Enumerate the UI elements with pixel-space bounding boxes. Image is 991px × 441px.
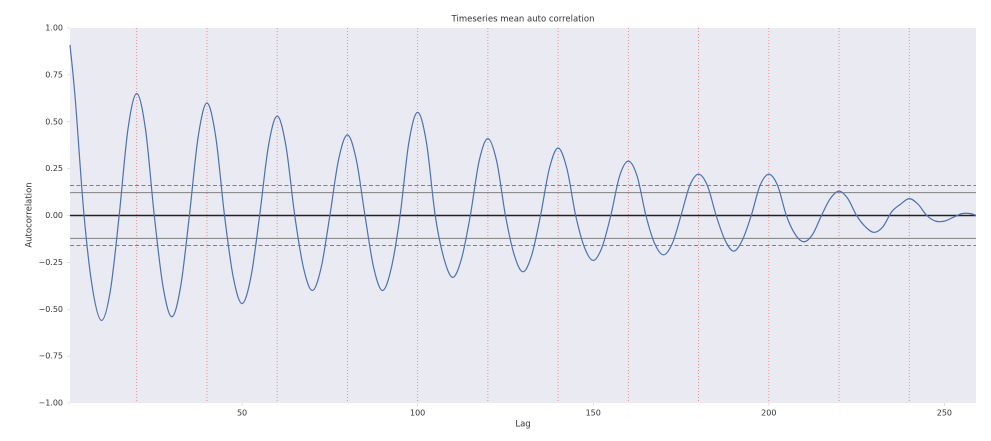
y-tick-label: −0.50: [38, 305, 63, 314]
y-tick-label: 0.75: [45, 70, 63, 79]
autocorrelation-line: [69, 44, 977, 322]
x-tick-label: 200: [761, 409, 776, 418]
y-tick-label: 1.00: [45, 24, 63, 33]
y-axis-label: Autocorrelation: [25, 182, 35, 247]
y-tick-label: 0.50: [45, 117, 63, 126]
y-tick-label: 0.25: [45, 164, 63, 173]
x-axis-label: Lag: [515, 420, 530, 430]
y-tick-label: 0.00: [45, 211, 63, 220]
y-tick-label: −0.75: [38, 352, 63, 361]
y-tick-label: −0.25: [38, 258, 63, 267]
x-tick-label: 50: [237, 409, 247, 418]
chart-title: Timeseries mean auto correlation: [451, 15, 595, 25]
x-tick-label: 100: [410, 409, 425, 418]
x-tick-label: 150: [586, 409, 601, 418]
y-tick-label: −1.00: [38, 399, 63, 408]
x-tick-label: 250: [937, 409, 952, 418]
